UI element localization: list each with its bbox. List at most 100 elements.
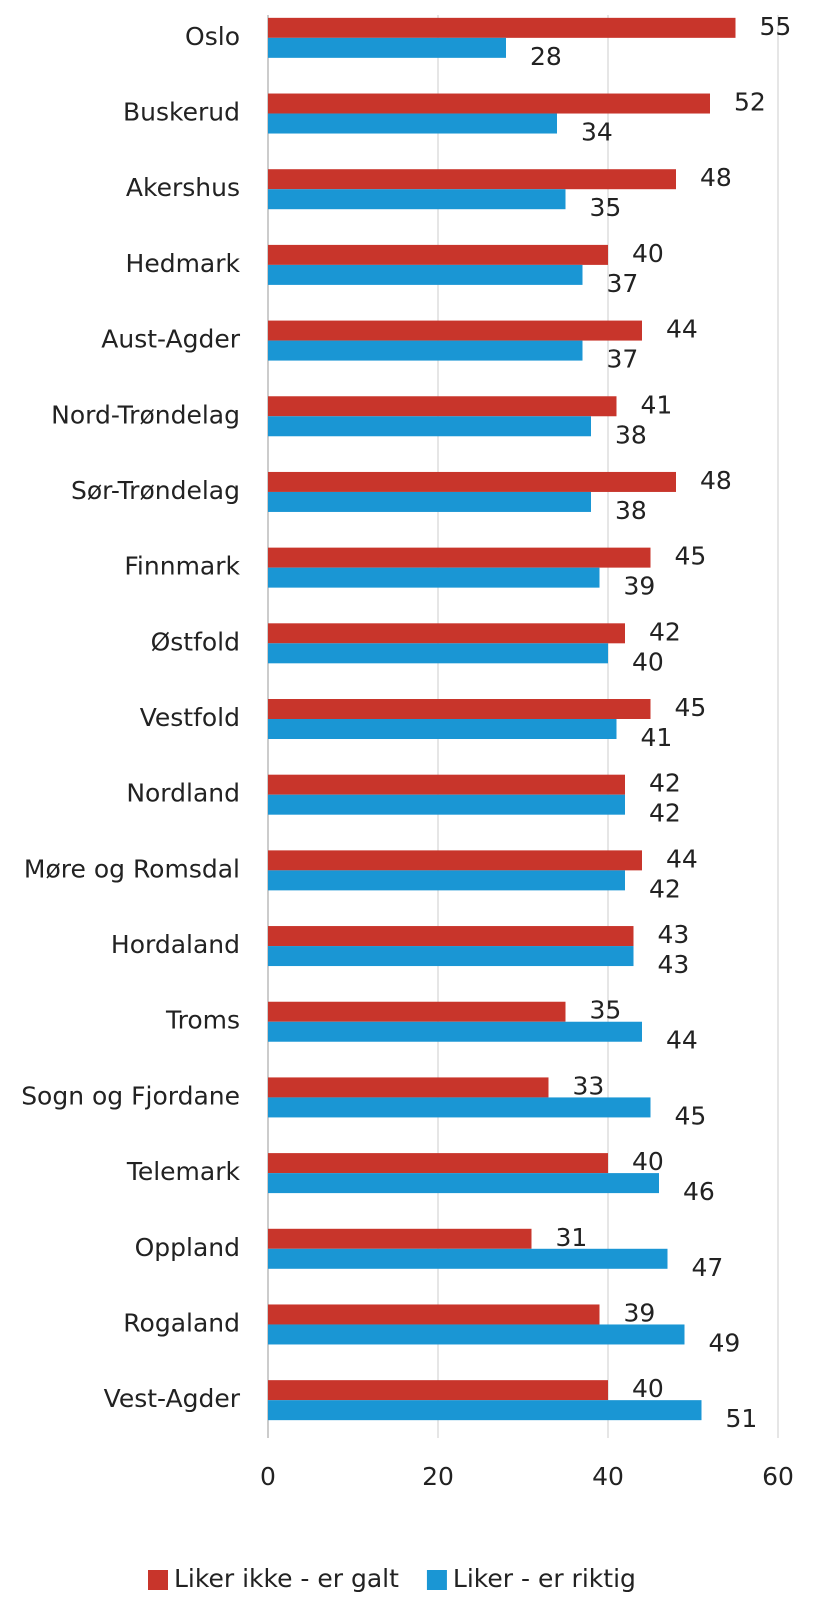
y-tick-label: Nord-Trøndelag	[51, 400, 240, 429]
y-tick-label: Hordaland	[111, 930, 240, 959]
bar	[268, 699, 651, 719]
bar	[268, 93, 710, 114]
value-label: 45	[675, 542, 707, 571]
bar	[268, 547, 651, 568]
bar	[268, 169, 676, 190]
y-tick-label: Oslo	[185, 22, 240, 51]
bar	[268, 1248, 668, 1269]
value-label: 44	[666, 315, 698, 344]
y-tick-label: Finnmark	[124, 552, 240, 581]
bar	[268, 623, 625, 644]
value-label: 35	[590, 996, 622, 1025]
y-tick-label: Rogaland	[123, 1308, 240, 1337]
bar	[268, 1324, 685, 1345]
legend-label: Liker - er riktig	[453, 1564, 636, 1593]
value-label: 41	[641, 390, 673, 419]
value-label: 38	[615, 496, 647, 525]
bar	[268, 17, 736, 38]
value-label: 48	[700, 466, 732, 495]
bar	[268, 1097, 651, 1118]
x-tick-label: 0	[260, 1462, 276, 1491]
y-tick-label: Aust-Agder	[101, 325, 240, 354]
bar	[268, 113, 557, 134]
value-label: 42	[649, 769, 681, 798]
x-tick-label: 20	[422, 1462, 454, 1491]
bar	[268, 1021, 642, 1042]
y-tick-label: Oppland	[135, 1233, 240, 1262]
y-tick-label: Buskerud	[123, 98, 240, 127]
bar	[268, 1153, 608, 1174]
y-tick-label: Sogn og Fjordane	[21, 1081, 240, 1110]
y-tick-label: Akershus	[126, 173, 240, 202]
y-tick-label: Telemark	[126, 1157, 241, 1186]
value-label: 39	[624, 1298, 656, 1327]
bar	[268, 396, 617, 417]
bar	[268, 1304, 600, 1325]
legend-swatch	[426, 1570, 447, 1590]
bar	[268, 320, 642, 341]
value-label: 42	[649, 874, 681, 903]
bar	[268, 340, 583, 361]
value-label: 45	[675, 693, 707, 722]
bar	[268, 643, 608, 664]
value-label: 31	[556, 1223, 588, 1252]
value-label: 42	[649, 617, 681, 646]
bar	[268, 1173, 659, 1194]
value-label: 34	[581, 118, 613, 147]
bar	[268, 1380, 608, 1401]
value-label: 45	[675, 1101, 707, 1130]
bar	[268, 37, 506, 58]
value-label: 40	[632, 1374, 664, 1403]
bar	[268, 719, 617, 739]
value-label: 40	[632, 239, 664, 268]
y-tick-label: Hedmark	[126, 249, 241, 278]
bar	[268, 567, 600, 588]
value-label: 42	[649, 799, 681, 828]
bar	[268, 794, 625, 815]
legend-label: Liker ikke - er galt	[174, 1564, 399, 1593]
value-label: 44	[666, 844, 698, 873]
bar	[268, 471, 676, 492]
x-tick-label: 40	[592, 1462, 624, 1491]
bar	[268, 1001, 566, 1022]
value-label: 40	[632, 647, 664, 676]
value-label: 47	[692, 1253, 724, 1282]
value-label: 46	[683, 1177, 715, 1206]
bar	[268, 1400, 702, 1421]
bar	[268, 416, 591, 437]
bar	[268, 774, 625, 795]
value-label: 37	[607, 269, 639, 298]
value-label: 52	[734, 88, 766, 117]
value-label: 55	[760, 12, 792, 41]
value-label: 40	[632, 1147, 664, 1176]
value-label: 28	[530, 42, 562, 71]
bar	[268, 264, 583, 285]
y-tick-label: Nordland	[126, 779, 240, 808]
y-tick-label: Møre og Romsdal	[24, 854, 240, 883]
y-tick-label: Sør-Trøndelag	[71, 476, 240, 505]
value-label: 49	[709, 1328, 741, 1357]
bar	[268, 189, 566, 210]
bar	[268, 491, 591, 512]
bar	[268, 1077, 549, 1098]
value-label: 38	[615, 420, 647, 449]
legend-swatch	[148, 1570, 168, 1590]
value-label: 48	[700, 163, 732, 192]
bar	[268, 244, 608, 265]
value-label: 35	[590, 193, 622, 222]
value-label: 43	[658, 920, 690, 949]
value-label: 39	[624, 572, 656, 601]
y-tick-label: Vestfold	[140, 703, 240, 732]
y-tick-label: Troms	[165, 1006, 240, 1035]
value-label: 44	[666, 1026, 698, 1055]
bar	[268, 946, 634, 967]
bar	[268, 850, 642, 871]
value-label: 33	[573, 1071, 605, 1100]
value-label: 51	[726, 1404, 758, 1433]
bar	[268, 926, 634, 947]
value-label: 43	[658, 950, 690, 979]
y-tick-label: Vest-Agder	[104, 1384, 241, 1413]
bar	[268, 870, 625, 891]
value-label: 41	[641, 723, 673, 752]
